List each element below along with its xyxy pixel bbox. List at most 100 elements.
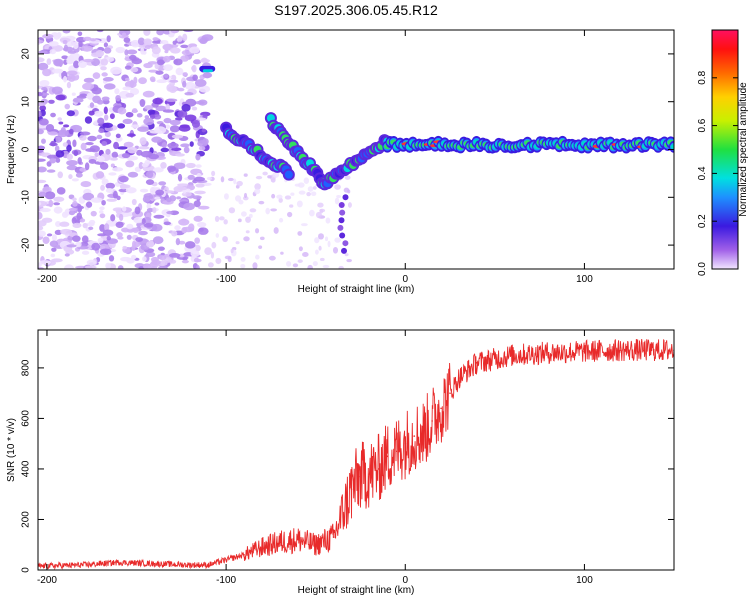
spectral-blob <box>143 117 155 126</box>
spectral-blob <box>123 37 131 43</box>
spectral-blob <box>96 155 105 163</box>
spectral-blob <box>178 218 190 226</box>
spectral-blob <box>219 216 225 221</box>
spectral-blob <box>184 81 196 90</box>
spectral-blob <box>125 111 134 118</box>
spectral-blob <box>309 209 315 217</box>
spectral-blob <box>105 187 114 194</box>
spectral-blob <box>154 202 160 206</box>
snr-data-point <box>261 546 263 549</box>
spectral-blob <box>99 213 106 219</box>
spectral-blob <box>88 219 96 225</box>
spectral-blob <box>38 62 49 71</box>
spectral-blob <box>180 143 190 148</box>
spectral-blob <box>155 70 164 75</box>
spectral-blob <box>73 150 79 157</box>
spectral-blob <box>177 183 189 187</box>
spectral-blob <box>278 217 284 223</box>
spectral-blob <box>198 85 211 93</box>
snr-data-point <box>279 541 281 544</box>
spectral-blob <box>119 213 124 222</box>
spectral-blob <box>193 200 201 208</box>
spectral-blob <box>81 45 93 52</box>
spectral-blob <box>137 126 150 132</box>
spectral-blob <box>298 190 306 195</box>
spectral-blob <box>315 211 322 219</box>
spectral-blob <box>38 201 42 206</box>
spectral-blob <box>96 134 103 140</box>
spectral-blob <box>194 237 200 244</box>
spectral-blob <box>110 66 122 75</box>
spectral-blob <box>145 179 155 185</box>
spectral-blob <box>63 124 70 128</box>
spectral-blob <box>177 110 188 118</box>
snr-xtick-label: -100 <box>216 575 236 586</box>
spectral-blob <box>119 183 128 190</box>
spectral-blob <box>77 31 83 37</box>
spectral-blob <box>103 47 112 54</box>
spectral-blob <box>110 214 116 222</box>
spectral-blob <box>122 86 132 91</box>
spectral-blob <box>139 98 146 107</box>
spectral-blob <box>156 30 165 36</box>
spectral-blob <box>151 40 163 44</box>
spectral-blob <box>115 221 124 228</box>
spectral-blob <box>53 32 61 40</box>
spectral-blob <box>162 55 171 63</box>
spectral-blob <box>117 265 124 269</box>
colorbar-tick-label: 0.2 <box>697 214 708 228</box>
spectral-blob <box>51 86 63 95</box>
spectral-blob <box>121 32 127 38</box>
spectrogram-xtick-label: -100 <box>216 274 236 285</box>
spectral-blob <box>55 150 65 158</box>
spectral-blob <box>130 39 140 48</box>
spectral-blob <box>242 196 249 201</box>
spectral-blob <box>165 124 171 129</box>
spectral-blob <box>148 153 160 160</box>
spectral-blob <box>106 35 111 43</box>
spectral-blob <box>68 128 74 135</box>
spectral-blob <box>77 60 88 69</box>
spectral-blob <box>60 127 66 134</box>
spectral-blob <box>160 147 169 153</box>
spectral-blob <box>94 152 99 158</box>
spectral-blob <box>79 218 86 223</box>
spectral-blob <box>341 247 348 254</box>
spectral-blob <box>297 259 303 263</box>
spectral-blob <box>196 173 202 178</box>
spectral-blob <box>332 246 339 254</box>
spectral-blob <box>297 182 305 188</box>
snr-data-point <box>511 354 514 357</box>
spectral-blob <box>152 167 164 173</box>
spectral-blob <box>66 81 72 89</box>
spectral-blob <box>82 192 95 201</box>
snr-data-point <box>449 392 451 394</box>
snr-data-point <box>547 351 550 354</box>
spectral-blob <box>46 233 53 237</box>
spectral-blob <box>171 134 184 139</box>
spectral-blob <box>214 215 220 222</box>
spectral-blob <box>91 58 101 67</box>
spectral-blob <box>55 220 62 227</box>
spectral-blob <box>86 259 97 266</box>
spectral-blob <box>53 206 63 214</box>
spectral-blob <box>77 157 82 165</box>
spectral-blob <box>72 139 77 148</box>
snr-xtick-label: 100 <box>576 575 593 586</box>
spectral-blob <box>258 200 265 205</box>
spectral-blob <box>59 221 70 227</box>
spectral-blob <box>45 123 55 132</box>
spectral-blob <box>38 266 44 269</box>
spectral-blob <box>49 142 58 147</box>
spectral-blob <box>55 136 62 143</box>
spectral-blob <box>240 257 246 262</box>
snr-ytick-label: 600 <box>21 410 32 427</box>
spectral-blob <box>267 175 272 179</box>
spectral-blob <box>177 186 188 191</box>
spectral-blob <box>38 230 46 237</box>
spectrogram-ytick-label: 0 <box>21 146 32 152</box>
spectral-blob <box>339 232 346 239</box>
spectral-blob <box>157 246 165 251</box>
spectral-blob <box>344 175 351 180</box>
spectral-blob <box>155 105 167 112</box>
